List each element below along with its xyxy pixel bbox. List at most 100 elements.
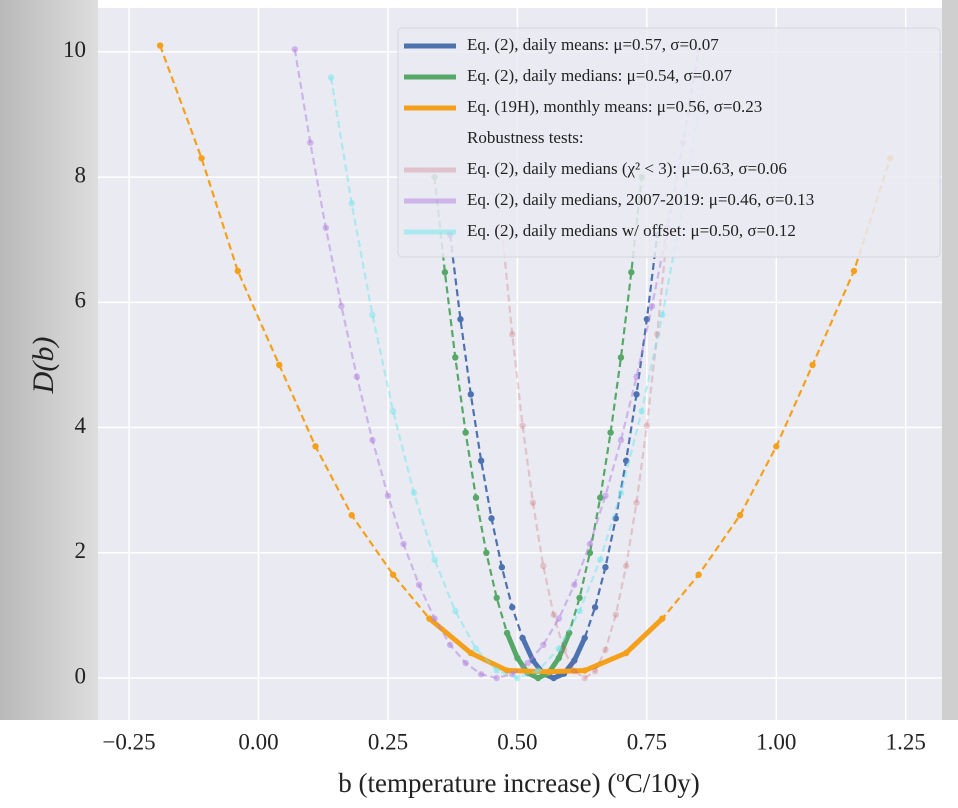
data-point bbox=[638, 408, 645, 415]
data-point bbox=[234, 267, 242, 275]
series-line bbox=[500, 228, 669, 680]
data-point bbox=[633, 391, 640, 398]
legend: Eq. (2), daily means: μ=0.57, σ=0.07 Eq. … bbox=[397, 27, 941, 258]
data-point bbox=[348, 512, 355, 519]
data-point bbox=[415, 581, 423, 588]
data-point bbox=[514, 654, 521, 662]
data-point bbox=[534, 667, 542, 674]
data-point bbox=[612, 611, 619, 618]
data-point bbox=[348, 200, 355, 207]
data-point bbox=[431, 615, 438, 622]
data-point bbox=[602, 564, 609, 571]
data-point bbox=[524, 659, 531, 667]
data-point bbox=[602, 492, 609, 500]
data-point bbox=[586, 540, 594, 548]
data-point bbox=[555, 645, 563, 652]
data-point bbox=[602, 646, 609, 654]
data-point bbox=[493, 674, 500, 682]
data-point bbox=[850, 267, 858, 275]
backdrop bbox=[942, 0, 958, 720]
data-point bbox=[441, 269, 449, 276]
legend-note: Robustness tests: bbox=[467, 128, 584, 147]
data-point bbox=[452, 607, 459, 615]
data-point bbox=[276, 361, 283, 369]
data-point bbox=[648, 302, 656, 310]
data-point bbox=[633, 373, 640, 381]
data-point bbox=[198, 155, 205, 162]
data-point bbox=[628, 269, 635, 276]
data-point bbox=[622, 562, 630, 570]
data-point bbox=[488, 515, 495, 522]
data-point bbox=[581, 667, 588, 674]
data-point bbox=[291, 46, 298, 53]
data-point bbox=[493, 667, 500, 674]
data-point bbox=[483, 549, 490, 557]
legend-box bbox=[397, 27, 941, 258]
data-point bbox=[509, 331, 516, 338]
data-point bbox=[581, 674, 588, 682]
data-point bbox=[462, 659, 469, 667]
data-point bbox=[493, 594, 500, 602]
data-point bbox=[410, 489, 418, 496]
data-point bbox=[503, 629, 511, 637]
data-point bbox=[540, 641, 547, 649]
data-point bbox=[472, 494, 480, 501]
data-point bbox=[597, 556, 604, 563]
data-point bbox=[591, 667, 599, 675]
data-point bbox=[576, 594, 583, 602]
data-point bbox=[529, 499, 537, 506]
labels: −0.25 0.00 0.25 0.50 0.75 1.00 1.25 0 2 4 6 8 10 bbox=[63, 37, 926, 754]
data-point bbox=[773, 443, 780, 450]
data-point bbox=[353, 373, 361, 381]
x-tick-label: 0.25 bbox=[368, 729, 408, 754]
data-point bbox=[591, 604, 599, 611]
backdrop bbox=[0, 0, 98, 720]
data-point bbox=[452, 354, 459, 361]
data-point bbox=[514, 674, 521, 682]
x-tick-label: 0.50 bbox=[497, 729, 537, 754]
x-tick-label: 0.75 bbox=[627, 729, 667, 754]
legend-label: Eq. (2), daily medians: μ=0.54, σ=0.07 bbox=[467, 66, 733, 85]
data-point bbox=[307, 139, 314, 146]
data-point bbox=[576, 607, 583, 615]
x-tick-label: 1.25 bbox=[886, 729, 926, 754]
data-point bbox=[659, 311, 666, 319]
data-point bbox=[550, 674, 557, 682]
data-point bbox=[457, 316, 464, 323]
legend-label: Eq. (19H), monthly means: μ=0.56, σ=0.23 bbox=[467, 97, 762, 116]
data-point bbox=[643, 422, 651, 429]
data-point bbox=[327, 74, 335, 81]
data-point bbox=[571, 581, 578, 588]
data-point bbox=[467, 391, 475, 398]
data-point bbox=[607, 429, 614, 436]
data-point bbox=[156, 42, 164, 49]
legend-label: Eq. (2), daily medians w/ offset: μ=0.50… bbox=[467, 221, 796, 240]
y-tick-label: 0 bbox=[75, 663, 87, 688]
x-tick-label: 1.00 bbox=[756, 729, 796, 754]
data-point bbox=[617, 354, 625, 361]
y-tick-label: 8 bbox=[75, 162, 87, 187]
data-point bbox=[509, 604, 516, 611]
data-point bbox=[540, 562, 547, 570]
data-point bbox=[498, 564, 506, 571]
x-tick-label: −0.25 bbox=[102, 729, 155, 754]
y-tick-label: 10 bbox=[63, 37, 86, 62]
data-point bbox=[809, 361, 816, 369]
data-point bbox=[446, 641, 454, 649]
data-point bbox=[472, 645, 480, 652]
data-point bbox=[322, 224, 330, 231]
data-point bbox=[426, 615, 433, 622]
data-point bbox=[560, 646, 568, 654]
data-point bbox=[384, 492, 392, 500]
data-point bbox=[477, 671, 485, 678]
y-tick-label: 4 bbox=[75, 413, 87, 438]
data-point bbox=[545, 668, 552, 675]
data-point bbox=[312, 443, 319, 450]
data-point bbox=[389, 408, 397, 415]
data-point bbox=[534, 674, 542, 682]
data-point bbox=[597, 494, 604, 501]
data-point bbox=[659, 615, 666, 622]
data-point bbox=[467, 649, 475, 657]
